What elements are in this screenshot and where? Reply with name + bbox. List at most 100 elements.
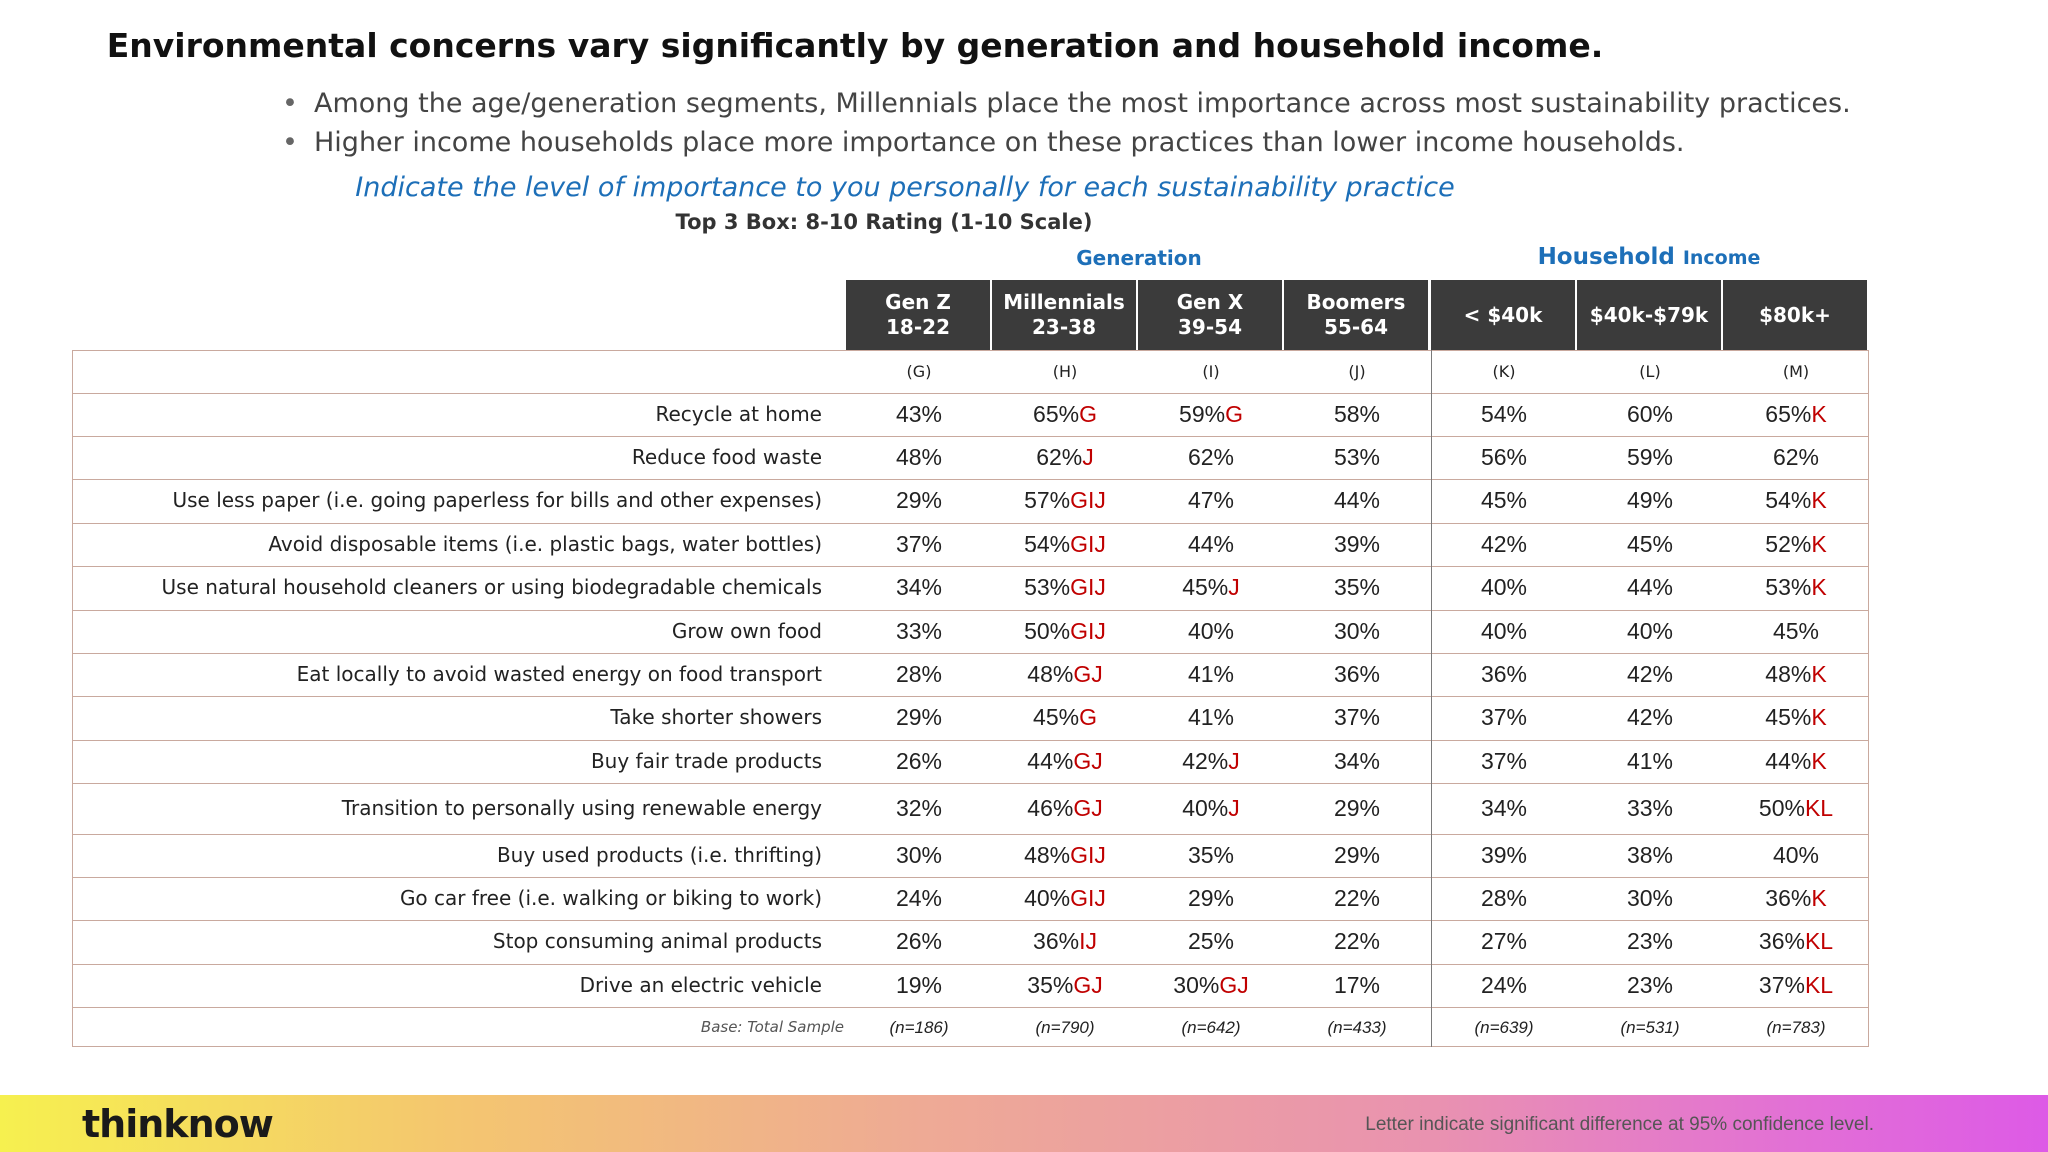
table-cell: 52%K (1723, 531, 1869, 558)
table-cell: 29% (1138, 885, 1284, 912)
table-cell: 35% (1284, 574, 1430, 601)
cell-value: 42% (1182, 747, 1229, 774)
row-label: Buy used products (i.e. thrifting) (496, 842, 822, 867)
cell-value: 45% (1480, 487, 1528, 513)
chart-subtitle: Top 3 Box: 8-10 Rating (1-10 Scale) (675, 210, 1093, 234)
table-cell: 44%GJ (992, 748, 1138, 775)
column-letter: (G) (906, 362, 932, 381)
significance-letters: GIJ (1070, 884, 1106, 911)
cell-value: 40% (1480, 617, 1528, 644)
table-cell: 30% (1284, 618, 1430, 645)
cell-value: 36% (1758, 928, 1805, 954)
significance-letters: KL (1804, 928, 1834, 954)
table-cell: 35% (1138, 842, 1284, 869)
table-frame (72, 350, 1869, 1047)
row-divider (72, 393, 1869, 394)
cell-value: 53% (1024, 574, 1071, 600)
table-cell: 48% (846, 444, 992, 471)
table-cell: 40% (1577, 618, 1723, 645)
brand-logo: thinknow (82, 1102, 274, 1146)
cell-value: 36% (1333, 660, 1381, 687)
footer-bar (0, 1095, 2048, 1152)
table-cell: 36%IJ (992, 928, 1138, 955)
cell-value: 47% (1187, 487, 1235, 513)
bullet-item: Higher income households place more impo… (282, 123, 1851, 162)
cell-value: 62% (1187, 443, 1235, 470)
row-label: Use natural household cleaners or using … (161, 575, 822, 599)
table-cell: 42%J (1138, 748, 1284, 775)
table-cell: 53% (1284, 444, 1430, 471)
row-label: Avoid disposable items (i.e. plastic bag… (268, 531, 822, 556)
cell-value: 44% (1187, 530, 1235, 557)
significance-letters: K (1811, 574, 1827, 600)
bullet-list: Among the age/generation segments, Mille… (282, 84, 1851, 162)
table-cell: 29% (1284, 842, 1430, 869)
cell-value: 29% (895, 704, 943, 730)
table-cell: 40% (1138, 618, 1284, 645)
table-cell: 43% (846, 401, 992, 428)
significance-letters: K (1811, 660, 1827, 687)
cell-value: 50% (1758, 794, 1805, 821)
table-cell: 40%GIJ (992, 885, 1138, 912)
cell-value: 17% (1333, 971, 1381, 998)
cell-value: 40% (1772, 841, 1820, 868)
significance-letters: GJ (1073, 660, 1103, 687)
cell-value: 29% (895, 487, 943, 513)
significance-letters: GIJ (1070, 617, 1106, 644)
cell-value: 37% (1333, 704, 1381, 730)
table-cell: 59%G (1138, 401, 1284, 428)
table-cell: 54%K (1723, 487, 1869, 514)
cell-value: 30% (1626, 884, 1674, 911)
base-size: (n=639) (1474, 1018, 1534, 1037)
row-label: Reduce food waste (631, 444, 822, 469)
cell-value: 46% (1027, 794, 1074, 821)
significance-letters: K (1811, 400, 1827, 427)
cell-value: 29% (1333, 841, 1381, 868)
base-size: (n=790) (1035, 1018, 1095, 1037)
cell-value: 45% (1033, 704, 1080, 730)
significance-letters: J (1228, 747, 1240, 774)
table-cell: 36%KL (1723, 928, 1869, 955)
table-cell: 22% (1284, 885, 1430, 912)
row-divider (72, 964, 1869, 965)
table-cell: 46%GJ (992, 795, 1138, 822)
column-header-label: $80k+ (1759, 302, 1831, 327)
cell-value: 35% (1027, 971, 1074, 998)
table-cell: 32% (846, 795, 992, 822)
table-cell: 48%K (1723, 661, 1869, 688)
significance-letters: K (1811, 704, 1827, 730)
significance-letters: KL (1804, 794, 1834, 821)
table-cell: 24% (846, 885, 992, 912)
column-letter: (L) (1639, 362, 1661, 381)
table-cell: 41% (1138, 661, 1284, 688)
row-label: Stop consuming animal products (492, 929, 822, 953)
cell-value: 37% (1758, 971, 1805, 998)
table-cell: 23% (1577, 928, 1723, 955)
column-header: Millennials 23-38 (992, 280, 1138, 350)
cell-value: 28% (1480, 884, 1528, 911)
cell-value: 60% (1626, 400, 1674, 427)
base-size: (n=783) (1766, 1018, 1826, 1037)
table-cell: 50%GIJ (992, 618, 1138, 645)
table-cell: 58% (1284, 401, 1430, 428)
table-cell: 45% (1723, 618, 1869, 645)
row-divider (72, 920, 1869, 921)
table-cell: 26% (846, 928, 992, 955)
significance-letters: G (1079, 400, 1097, 427)
table-cell: 60% (1577, 401, 1723, 428)
table-cell: 36% (1431, 661, 1577, 688)
cell-value: 41% (1187, 704, 1235, 730)
table-cell: 48%GIJ (992, 842, 1138, 869)
table-cell: 53%GIJ (992, 574, 1138, 601)
significance-letters: GJ (1073, 794, 1103, 821)
column-header-label: Boomers (1306, 290, 1406, 314)
significance-letters: K (1811, 530, 1827, 557)
table-cell: 36%K (1723, 885, 1869, 912)
row-divider (72, 566, 1869, 567)
cell-value: 59% (1179, 400, 1226, 427)
table-cell: 35%GJ (992, 972, 1138, 999)
cell-value: 48% (1765, 660, 1812, 687)
cell-value: 52% (1765, 530, 1812, 557)
table-cell: 33% (1577, 795, 1723, 822)
cell-value: 23% (1626, 971, 1674, 998)
